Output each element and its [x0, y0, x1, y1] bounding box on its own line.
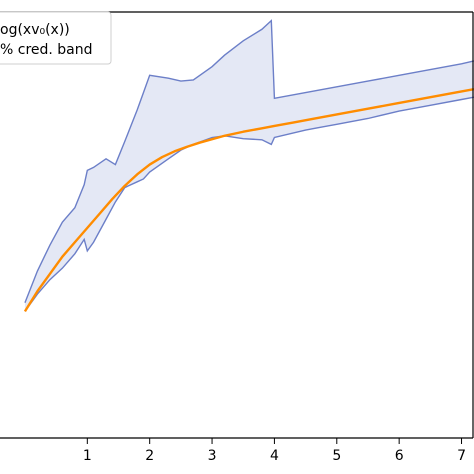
x-tick-label: 2 [145, 448, 154, 464]
credible-band-lower-edge [24, 96, 474, 312]
x-tick-label: 1 [83, 448, 92, 464]
line-layer [23, 87, 474, 312]
axes-layer: 1 2 3 4 5 6 7 [0, 11, 474, 464]
legend-line-label: og(xv₀(x)) [0, 22, 70, 38]
credible-band-upper-edge [24, 19, 474, 303]
x-tick-label: 7 [457, 448, 466, 464]
legend: og(xv₀(x)) % cred. band [0, 11, 112, 65]
legend-band-label: % cred. band [0, 42, 93, 58]
x-tick-label: 5 [332, 448, 341, 464]
x-tick-label: 6 [395, 448, 404, 464]
band-layer [24, 19, 474, 312]
legend-box [0, 11, 112, 65]
mean-curve-line [23, 87, 474, 312]
credible-band-area [24, 20, 474, 312]
x-tick-label: 3 [208, 448, 217, 464]
x-tick-label: 4 [270, 448, 279, 464]
